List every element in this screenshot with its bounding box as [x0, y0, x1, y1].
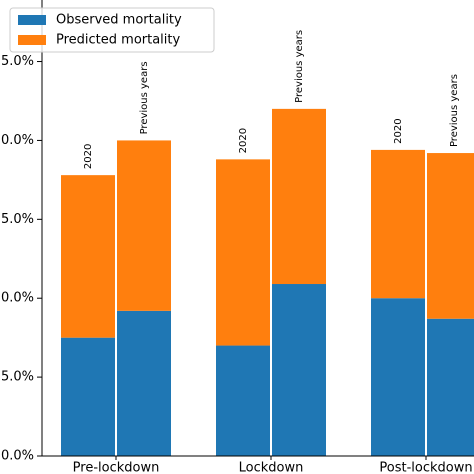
bar-segment	[272, 108, 326, 285]
bar-segment	[427, 318, 474, 456]
bar-segment	[371, 298, 425, 456]
bar-segment	[61, 175, 115, 338]
y-tick-label: 0.0%	[1, 449, 34, 464]
y-tick-label: 5.0%	[1, 370, 34, 385]
bar-segment	[61, 337, 115, 456]
bar-segment	[216, 159, 270, 346]
bar-segment	[371, 149, 425, 299]
bar-label: Previous years	[294, 30, 305, 103]
legend-box	[9, 7, 215, 53]
x-tick-label: Pre-lockdown	[73, 461, 160, 474]
legend-swatch	[18, 15, 46, 25]
y-tick-label: 0.0%	[1, 133, 34, 148]
y-tick-label: 5.0%	[1, 212, 34, 227]
bar-segment	[117, 140, 171, 311]
bar-label: 2020	[238, 128, 249, 153]
bar-segment	[117, 310, 171, 456]
y-tick-label: 0.0%	[1, 291, 34, 306]
bar-label: 2020	[83, 144, 94, 169]
x-tick-label: Post-lockdown	[379, 461, 472, 474]
bar-label: Previous years	[139, 61, 150, 134]
x-tick-label: Lockdown	[239, 461, 304, 474]
y-tick-label: 5.0%	[1, 54, 34, 69]
bar-segment	[427, 153, 474, 319]
bar-segment	[272, 284, 326, 456]
legend-label: Observed mortality	[56, 13, 182, 28]
bar-segment	[216, 345, 270, 456]
legend-swatch	[18, 35, 46, 45]
bar-label: 2020	[393, 118, 404, 143]
legend-label: Predicted mortality	[56, 33, 181, 48]
bar-label: Previous years	[449, 74, 460, 147]
